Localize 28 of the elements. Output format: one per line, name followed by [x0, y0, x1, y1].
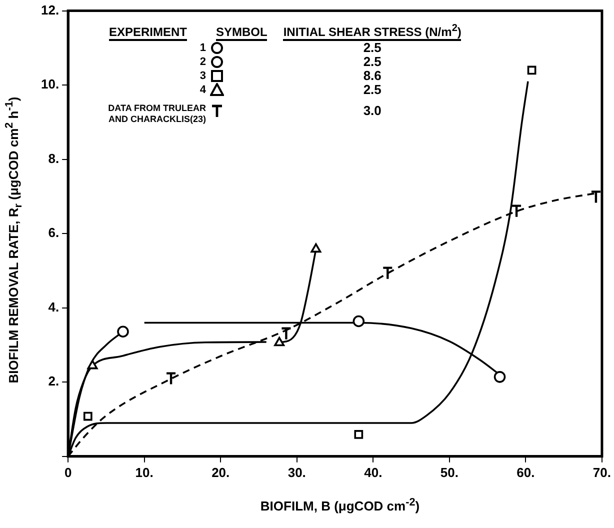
x-tick-label: 20. — [212, 464, 230, 480]
x-tick-label: 40. — [364, 464, 382, 480]
annotation: 3.0 — [362, 102, 382, 120]
annotation: SYMBOL — [216, 25, 268, 41]
legend-label: DATA FROM TRULEAR AND CHARACKLIS(23) — [107, 102, 207, 125]
x-tick-label: 50. — [440, 464, 458, 480]
annotation: 8.6 — [362, 68, 382, 83]
legend-label: 2 — [198, 55, 207, 69]
x-tick-label: 60. — [516, 464, 535, 480]
y-tick-label: 10. — [40, 76, 60, 92]
legend-label: 3 — [198, 69, 207, 83]
y-tick-label: 4. — [48, 299, 60, 314]
annotation: 2.5 — [362, 82, 382, 97]
legend-label: 1 — [198, 41, 207, 55]
x-axis-title: BIOFILM, B (μgCOD cm$^{-2}$) — [260, 496, 420, 514]
annotation: 2.5 — [362, 40, 382, 55]
x-tick-label: 70. — [592, 464, 612, 480]
x-tick-label: 10. — [135, 464, 154, 480]
annotation: INITIAL SHEAR STRESS (N/m$^{2}$) — [283, 22, 462, 41]
legend-label: 4 — [198, 83, 207, 97]
y-tick-label: 6. — [48, 225, 60, 240]
x-tick-label: 0 — [64, 464, 72, 480]
x-tick-label: 30. — [288, 464, 306, 480]
y-tick-label: 2. — [48, 374, 60, 389]
y-tick-label: 12. — [40, 2, 60, 18]
annotation: EXPERIMENT — [108, 25, 187, 41]
y-tick-label: 8. — [48, 150, 60, 166]
annotation: 2.5 — [362, 54, 382, 69]
